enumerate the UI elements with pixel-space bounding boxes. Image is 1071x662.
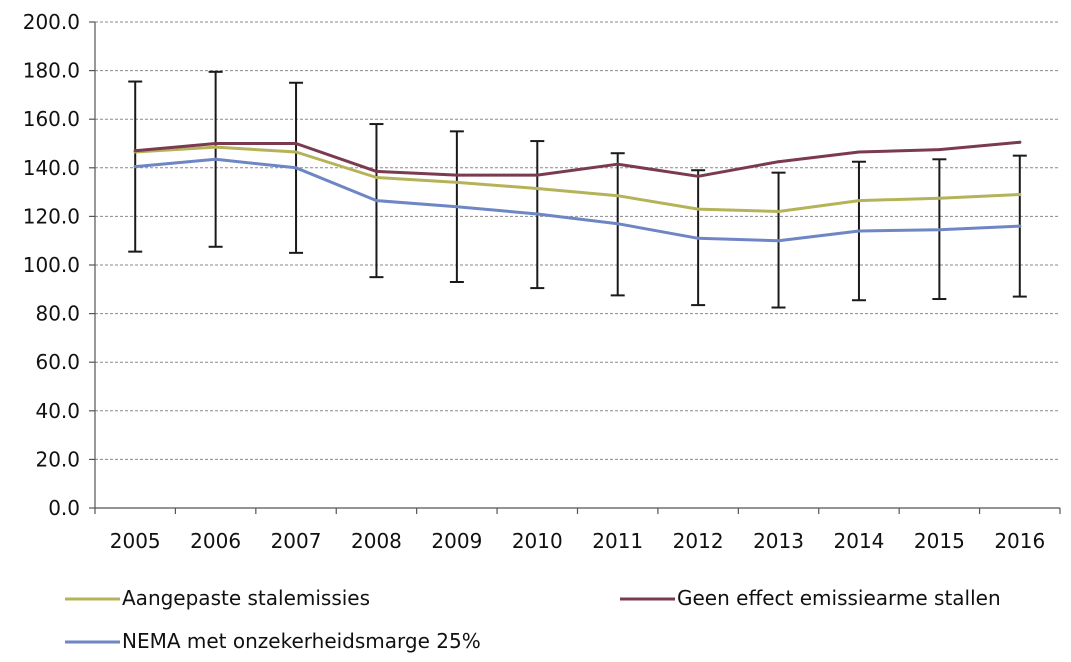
x-tick-label: 2008: [351, 529, 402, 553]
y-tick-label: 20.0: [35, 447, 80, 471]
x-tick-label: 2012: [673, 529, 724, 553]
legend: Aangepaste stalemissies Geen effect emiss…: [65, 586, 1001, 653]
x-tick-label: 2007: [271, 529, 322, 553]
data-point: [214, 157, 218, 161]
data-point: [696, 207, 700, 211]
legend-item: NEMA met onzekerheidsmarge 25%: [65, 629, 481, 653]
data-point: [857, 229, 861, 233]
x-tick-label: 2010: [512, 529, 563, 553]
data-point: [937, 228, 941, 232]
data-point: [374, 199, 378, 203]
data-point: [294, 150, 298, 154]
error-bars: [128, 70, 1027, 309]
data-point: [777, 210, 781, 214]
x-tick-label: 2015: [914, 529, 965, 553]
y-tick-label: 200.0: [23, 10, 80, 34]
series-lines: [133, 140, 1022, 243]
data-point: [696, 236, 700, 240]
x-tick-label: 2009: [431, 529, 482, 553]
gridlines: [95, 21, 1060, 460]
data-point: [616, 222, 620, 226]
series-line-0: [133, 145, 1022, 213]
data-point: [535, 186, 539, 190]
data-point: [455, 180, 459, 184]
legend-item: Geen effect emissiearme stallen: [620, 586, 1001, 610]
data-point: [133, 165, 137, 169]
y-tick-label: 120.0: [23, 204, 80, 228]
data-point: [777, 239, 781, 243]
data-point: [777, 160, 781, 164]
y-tick-label: 180.0: [23, 59, 80, 83]
data-point: [455, 205, 459, 209]
y-tick-label: 60.0: [35, 350, 80, 374]
x-tick-label: 2016: [994, 529, 1045, 553]
y-tick-label: 40.0: [35, 399, 80, 423]
x-tick-label: 2014: [834, 529, 885, 553]
data-point: [374, 169, 378, 173]
data-point: [937, 196, 941, 200]
data-point: [857, 150, 861, 154]
legend-item: Aangepaste stalemissies: [65, 586, 370, 610]
data-point: [1018, 193, 1022, 197]
data-point: [1018, 224, 1022, 228]
y-tick-label: 140.0: [23, 156, 80, 180]
data-point: [133, 149, 137, 153]
data-point: [294, 142, 298, 145]
data-point: [616, 162, 620, 166]
data-point: [616, 194, 620, 198]
legend-label: Aangepaste stalemissies: [122, 586, 370, 610]
legend-label: Geen effect emissiearme stallen: [677, 586, 1001, 610]
data-point: [214, 142, 218, 145]
x-tick-label: 2013: [753, 529, 804, 553]
data-point: [374, 176, 378, 180]
series-line-1: [133, 140, 1022, 178]
data-point: [857, 199, 861, 203]
y-tick-label: 160.0: [23, 107, 80, 131]
x-tick-label: 2006: [190, 529, 241, 553]
y-tick-label: 80.0: [35, 302, 80, 326]
series-line-2: [133, 157, 1022, 243]
data-point: [294, 166, 298, 170]
data-point: [937, 148, 941, 152]
axes: [89, 21, 1061, 514]
data-point: [455, 173, 459, 177]
data-point: [535, 173, 539, 177]
y-tick-labels: 0.0 20.0 40.0 60.0 80.0 100.0 120.0 140.0 160.0 1…: [23, 10, 80, 520]
x-tick-label: 2011: [592, 529, 643, 553]
y-tick-label: 100.0: [23, 253, 80, 277]
x-tick-labels: 2005 2006 2007 2008 2009 2010 2011 2012 2013 2014…: [110, 529, 1045, 553]
legend-label: NEMA met onzekerheidsmarge 25%: [122, 629, 481, 653]
data-point: [214, 145, 218, 149]
data-point: [696, 174, 700, 178]
data-point: [1018, 140, 1022, 144]
x-tick-label: 2005: [110, 529, 161, 553]
data-point: [535, 212, 539, 216]
y-tick-label: 0.0: [48, 496, 80, 520]
